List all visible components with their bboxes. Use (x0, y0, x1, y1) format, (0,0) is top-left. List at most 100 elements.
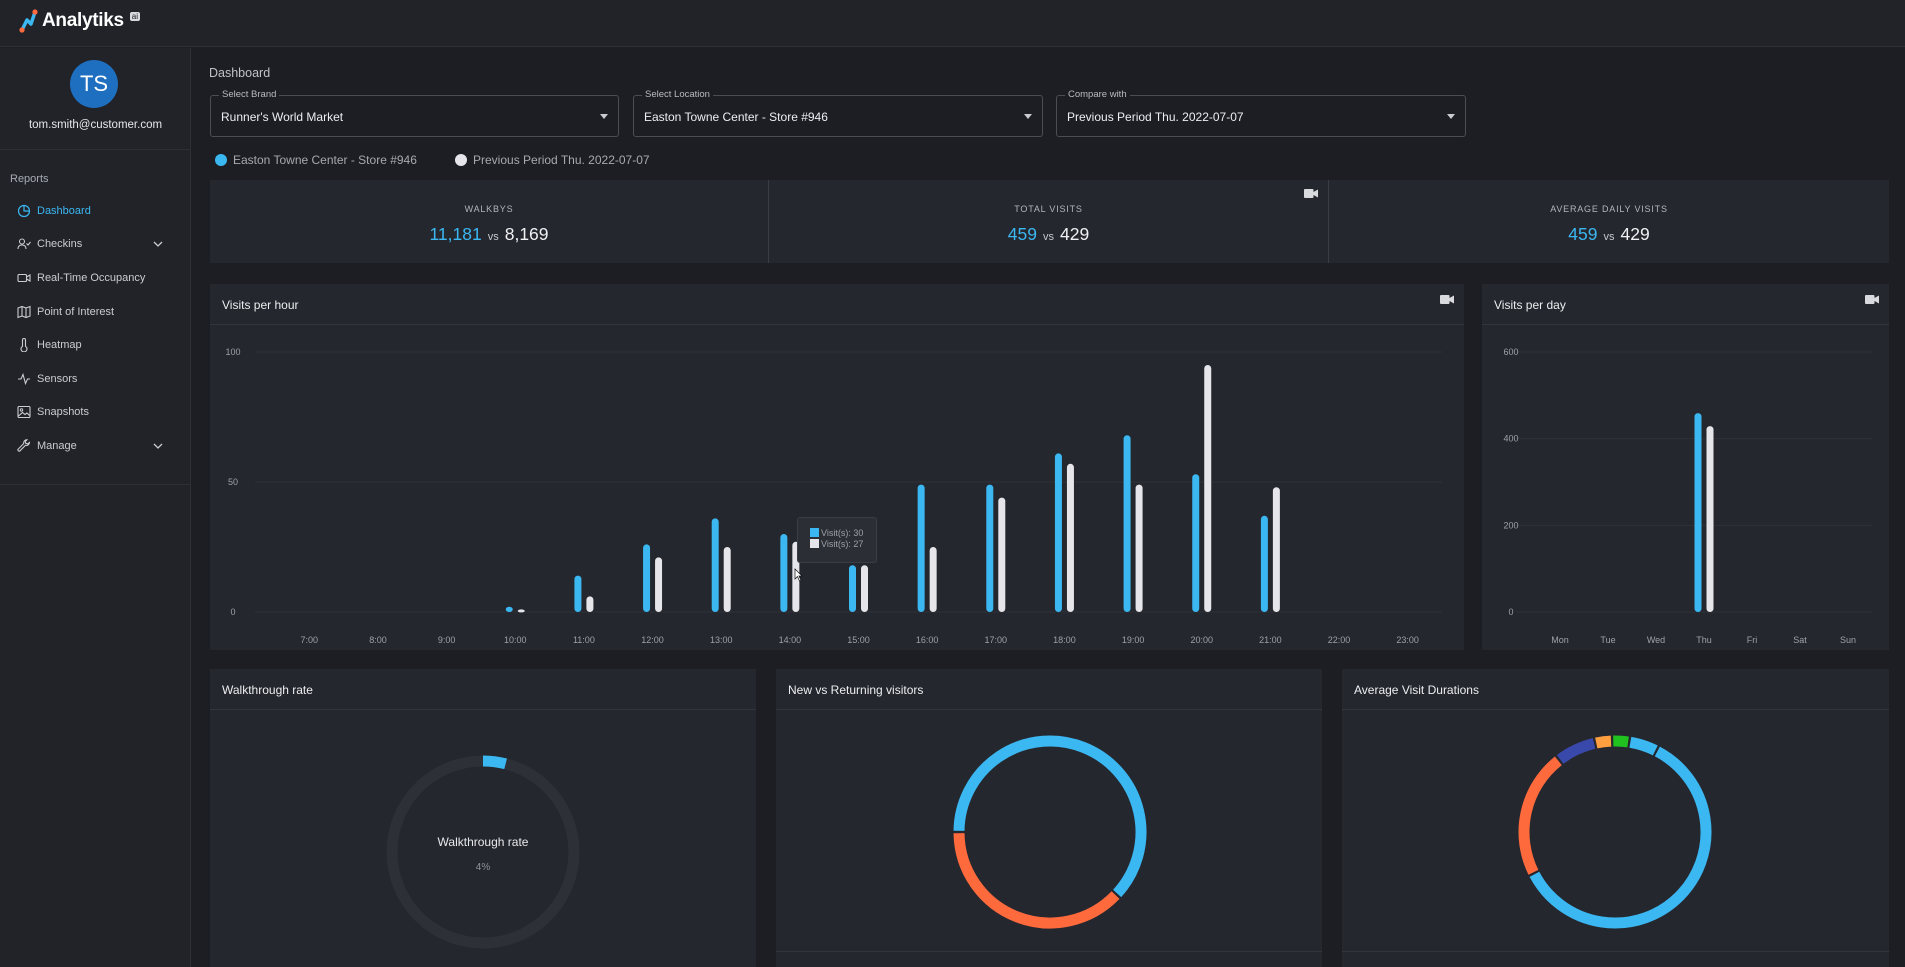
donut-slice (1556, 738, 1596, 764)
user-email: tom.smith@customer.com (28, 119, 163, 131)
image-icon (17, 406, 31, 419)
video-camera-icon[interactable] (1865, 294, 1879, 305)
location-select-value: Easton Towne Center - Store #946 (644, 110, 828, 124)
pie-chart-icon (17, 204, 31, 217)
x-tick-label: 16:00 (916, 635, 939, 645)
app-logo[interactable]: Analytiks ai (16, 8, 141, 34)
x-tick-label: Mon (1551, 635, 1569, 645)
compare-select[interactable]: Compare with Previous Period Thu. 2022-0… (1056, 89, 1466, 137)
x-tick-label: 19:00 (1122, 635, 1145, 645)
card-divider (210, 709, 756, 710)
activity-icon (18, 372, 30, 385)
video-camera-icon[interactable] (1440, 294, 1454, 305)
breadcrumb: Dashboard (209, 66, 271, 80)
bar-previous (655, 557, 663, 612)
kpi-previous: 8,169 (504, 224, 549, 244)
sidebar-item-label: Point of Interest (37, 305, 115, 318)
legend-current[interactable]: Easton Towne Center - Store #946 (215, 153, 417, 167)
bar-current (711, 518, 719, 612)
sidebar-item-checkins[interactable]: Checkins (0, 228, 191, 262)
visits-per-day-chart[interactable]: 0 200 400 600 Mon Tue Wed Thu Fri Sat Sun (1482, 325, 1889, 650)
kpi-previous: 429 (1620, 224, 1650, 244)
kpi-label: AVERAGE DAILY VISITS (1550, 204, 1668, 214)
sidebar-item-dashboard[interactable]: Dashboard (0, 194, 191, 228)
donut-slice (1529, 746, 1712, 929)
sidebar: TS tom.smith@customer.com Reports Dashbo… (0, 48, 191, 967)
sidebar-item-manage[interactable]: Manage (0, 429, 191, 463)
sidebar-item-sensors[interactable]: Sensors (0, 362, 191, 396)
bar-previous (929, 547, 937, 612)
bar-current (574, 575, 582, 612)
brand-select[interactable]: Select Brand Runner's World Market (210, 89, 619, 137)
card-divider (1342, 709, 1889, 710)
sidebar-nav: Dashboard Checkins Real-Time Occupancy P… (0, 194, 191, 463)
sidebar-item-heatmap[interactable]: Heatmap (0, 328, 191, 362)
caret-down-icon (1447, 114, 1455, 119)
chevron-down-icon[interactable] (152, 238, 164, 250)
x-tick-label: 14:00 (779, 635, 802, 645)
chart-tooltip: Visit(s): 30 Visit(s): 27 (797, 517, 877, 563)
walkthrough-gauge[interactable] (383, 752, 583, 952)
x-tick-label: Sat (1793, 635, 1807, 645)
card-title: Visits per hour (222, 298, 299, 312)
kpi-divider (1328, 180, 1329, 263)
kpi-previous: 429 (1060, 224, 1090, 244)
bar-previous (586, 596, 594, 612)
gauge-label: Walkthrough rate (437, 835, 529, 849)
kpi-values: 459 vs 429 (1329, 224, 1889, 245)
avatar[interactable]: TS (70, 60, 118, 108)
x-tick-label: 8:00 (369, 635, 387, 645)
location-select[interactable]: Select Location Easton Towne Center - St… (633, 89, 1043, 137)
card-divider (1482, 324, 1889, 325)
kpi-total-visits: TOTAL VISITS 459 vs 429 (769, 180, 1328, 263)
map-icon (17, 305, 31, 318)
legend-previous[interactable]: Previous Period Thu. 2022-07-07 (455, 153, 650, 167)
video-camera-icon (17, 273, 31, 283)
kpi-divider (768, 180, 769, 263)
bar-previous (998, 497, 1006, 612)
kpi-values: 459 vs 429 (769, 224, 1328, 245)
visits-per-hour-chart[interactable]: 0 50 100 7:00 8:00 9:00 10:00 11:00 12:00 13:00 14… (210, 325, 1464, 650)
kpi-vs: vs (487, 231, 499, 243)
average-visit-durations-donut[interactable] (1515, 732, 1715, 932)
bar-current (505, 606, 513, 612)
caret-down-icon (600, 114, 608, 119)
y-tick-label: 0 (1508, 607, 1513, 617)
sidebar-item-label: Checkins (37, 238, 83, 251)
kpi-values: 11,181 vs 8,169 (210, 224, 768, 245)
x-tick-label: 21:00 (1259, 635, 1282, 645)
brand-select-value: Runner's World Market (221, 110, 344, 124)
gauge-value: 4% (475, 862, 491, 873)
sidebar-item-label: Manage (37, 439, 77, 452)
y-tick-label: 0 (230, 607, 235, 617)
card-divider (776, 709, 1322, 710)
bar-current (849, 565, 856, 612)
kpi-average-daily-visits: AVERAGE DAILY VISITS 459 vs 429 (1329, 180, 1889, 263)
video-camera-icon[interactable] (1304, 188, 1318, 199)
x-tick-label: 7:00 (301, 635, 319, 645)
tooltip-row-previous: Visit(s): 27 (810, 539, 876, 550)
chevron-down-icon[interactable] (152, 440, 164, 452)
donut-slice (953, 833, 1120, 929)
x-tick-label: 23:00 (1396, 635, 1419, 645)
x-tick-label: 10:00 (504, 635, 527, 645)
bar-current (1694, 413, 1702, 612)
sidebar-section-reports: Reports (10, 173, 49, 185)
donut-slice (1518, 756, 1562, 875)
x-tick-label: 13:00 (710, 635, 733, 645)
compare-select-label: Compare with (1065, 89, 1130, 100)
bar-previous (1706, 426, 1714, 612)
sidebar-item-real-time-occupancy[interactable]: Real-Time Occupancy (0, 261, 191, 295)
app-badge: ai (129, 11, 141, 21)
bar-previous (1135, 484, 1143, 612)
sidebar-item-label: Heatmap (37, 339, 82, 352)
sidebar-item-point-of-interest[interactable]: Point of Interest (0, 295, 191, 329)
new-vs-returning-donut[interactable] (950, 732, 1150, 932)
donut-slice (1629, 736, 1658, 756)
card-title: Walkthrough rate (222, 683, 313, 697)
bar-previous (861, 565, 868, 612)
sidebar-item-snapshots[interactable]: Snapshots (0, 396, 191, 430)
sidebar-item-label: Dashboard (37, 204, 91, 217)
x-tick-label: 20:00 (1190, 635, 1213, 645)
kpi-current: 459 (1007, 224, 1037, 244)
